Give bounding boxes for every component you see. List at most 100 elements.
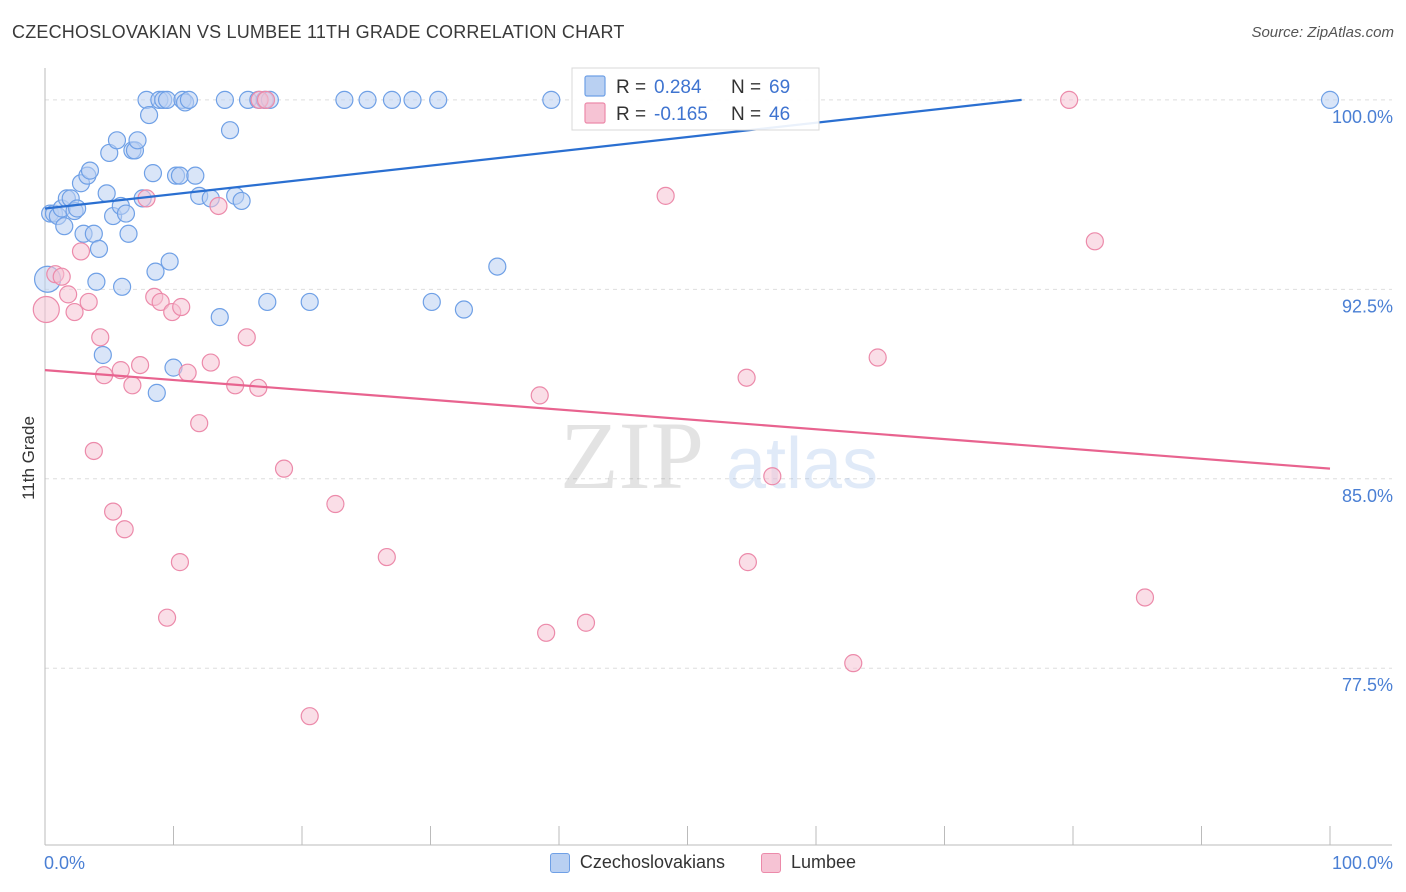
series-legend: Czechoslovakians Lumbee bbox=[0, 852, 1406, 873]
point-lumbee-36 bbox=[537, 623, 556, 642]
point-czechoslovakians-62 bbox=[403, 90, 422, 109]
stats-n-value-czechoslovakians: 69 bbox=[769, 77, 790, 98]
point-czechoslovakians-15 bbox=[87, 272, 106, 291]
point-czechoslovakians-31 bbox=[139, 105, 159, 125]
point-lumbee-23 bbox=[190, 414, 209, 433]
stats-legend: R = 0.284 N = 69 R = -0.165 N = 46 bbox=[571, 67, 820, 131]
stats-swatch-lumbee bbox=[584, 102, 606, 124]
tick-labels: 100.0% 92.5% 85.0% 77.5% 0.0% 100.0% bbox=[44, 107, 1393, 873]
point-lumbee-30 bbox=[256, 90, 276, 109]
x-tick-label-min: 0.0% bbox=[44, 853, 85, 873]
trend-line-lumbee bbox=[44, 369, 1331, 470]
point-lumbee-20 bbox=[170, 553, 190, 572]
point-lumbee-13 bbox=[123, 376, 142, 395]
point-czechoslovakians-33 bbox=[146, 262, 165, 281]
point-lumbee-24 bbox=[201, 353, 220, 372]
legend-label-czechoslovakians: Czechoslovakians bbox=[579, 852, 725, 872]
point-czechoslovakians-13 bbox=[80, 161, 100, 180]
point-czechoslovakians-61 bbox=[382, 90, 402, 109]
point-czechoslovakians-17 bbox=[93, 345, 112, 365]
point-czechoslovakians-59 bbox=[335, 90, 354, 109]
legend-label-lumbee: Lumbee bbox=[791, 852, 857, 872]
stats-legend-box bbox=[571, 67, 820, 131]
point-lumbee-11 bbox=[111, 361, 130, 380]
point-czechoslovakians-23 bbox=[112, 277, 132, 296]
y-axis-label: 11th Grade bbox=[19, 416, 38, 500]
point-czechoslovakians-68 bbox=[1320, 90, 1340, 109]
point-lumbee-31 bbox=[274, 459, 294, 478]
y-tick-label-3: 77.5% bbox=[1342, 675, 1393, 695]
point-lumbee-18 bbox=[157, 608, 177, 627]
stats-n-label-lumbee: N = bbox=[731, 104, 761, 125]
point-lumbee-25 bbox=[209, 196, 228, 216]
stats-r-label-lumbee: R = bbox=[616, 104, 646, 125]
point-lumbee-34 bbox=[377, 547, 396, 567]
point-lumbee-35 bbox=[530, 386, 549, 405]
point-czechoslovakians-24 bbox=[116, 204, 136, 223]
point-lumbee-33 bbox=[326, 494, 345, 514]
point-czechoslovakians-16 bbox=[89, 239, 109, 259]
point-czechoslovakians-60 bbox=[358, 90, 377, 109]
point-czechoslovakians-48 bbox=[210, 308, 229, 327]
point-czechoslovakians-52 bbox=[232, 191, 251, 211]
point-lumbee-7 bbox=[84, 441, 103, 461]
trend-lines bbox=[44, 98, 1331, 470]
point-lumbee-17 bbox=[151, 292, 170, 312]
point-czechoslovakians-45 bbox=[186, 166, 205, 185]
point-czechoslovakians-64 bbox=[422, 292, 441, 312]
point-lumbee-6 bbox=[79, 292, 98, 312]
point-lumbee-8 bbox=[91, 328, 110, 347]
point-czechoslovakians-34 bbox=[147, 383, 166, 402]
point-lumbee-5 bbox=[71, 242, 91, 261]
source-label: Source: ZipAtlas.com bbox=[1251, 24, 1394, 41]
point-czechoslovakians-37 bbox=[157, 90, 177, 109]
point-czechoslovakians-32 bbox=[143, 164, 163, 183]
point-czechoslovakians-38 bbox=[160, 252, 179, 271]
point-lumbee-4 bbox=[65, 302, 84, 322]
point-lumbee-27 bbox=[237, 328, 256, 347]
point-lumbee-45 bbox=[1085, 232, 1104, 251]
point-czechoslovakians-66 bbox=[488, 257, 507, 276]
stats-n-label-czechoslovakians: N = bbox=[731, 77, 761, 98]
point-lumbee-22 bbox=[178, 363, 197, 382]
legend-item-lumbee[interactable]: Lumbee bbox=[761, 852, 856, 873]
point-lumbee-12 bbox=[115, 520, 134, 539]
point-czechoslovakians-50 bbox=[220, 121, 240, 140]
y-tick-label-0: 100.0% bbox=[1332, 107, 1393, 127]
point-lumbee-39 bbox=[737, 368, 756, 387]
point-czechoslovakians-14 bbox=[84, 224, 103, 243]
point-lumbee-37 bbox=[576, 613, 596, 632]
point-lumbee-3 bbox=[59, 285, 78, 304]
point-czechoslovakians-56 bbox=[258, 292, 277, 312]
stats-r-value-lumbee: -0.165 bbox=[654, 104, 708, 125]
stats-r-label-czechoslovakians: R = bbox=[616, 77, 646, 98]
axes bbox=[44, 68, 1392, 846]
point-lumbee-14 bbox=[130, 355, 150, 375]
point-lumbee-21 bbox=[172, 297, 191, 317]
point-czechoslovakians-58 bbox=[300, 292, 319, 312]
point-czechoslovakians-9 bbox=[68, 199, 87, 218]
y-tick-label-1: 92.5% bbox=[1342, 296, 1393, 316]
stats-swatch-czechoslovakians bbox=[584, 75, 606, 97]
point-czechoslovakians-49 bbox=[215, 90, 234, 109]
point-lumbee-0 bbox=[32, 295, 60, 324]
watermark: ZIP atlas bbox=[560, 402, 878, 509]
point-czechoslovakians-63 bbox=[429, 90, 448, 109]
point-lumbee-10 bbox=[104, 502, 123, 521]
point-lumbee-2 bbox=[52, 267, 71, 286]
point-lumbee-41 bbox=[763, 467, 782, 486]
point-lumbee-32 bbox=[300, 707, 319, 726]
point-czechoslovakians-21 bbox=[107, 131, 127, 150]
point-czechoslovakians-28 bbox=[128, 131, 147, 150]
point-lumbee-44 bbox=[1060, 90, 1079, 109]
x-tick-label-max: 100.0% bbox=[1332, 853, 1393, 873]
point-czechoslovakians-41 bbox=[170, 166, 190, 185]
legend-item-czechoslovakians[interactable]: Czechoslovakians bbox=[549, 852, 725, 873]
point-czechoslovakians-18 bbox=[97, 184, 116, 203]
point-lumbee-40 bbox=[738, 553, 757, 572]
legend-swatch-lumbee bbox=[761, 852, 781, 873]
point-lumbee-42 bbox=[844, 654, 863, 673]
point-lumbee-46 bbox=[1135, 588, 1155, 607]
point-czechoslovakians-44 bbox=[179, 90, 199, 109]
